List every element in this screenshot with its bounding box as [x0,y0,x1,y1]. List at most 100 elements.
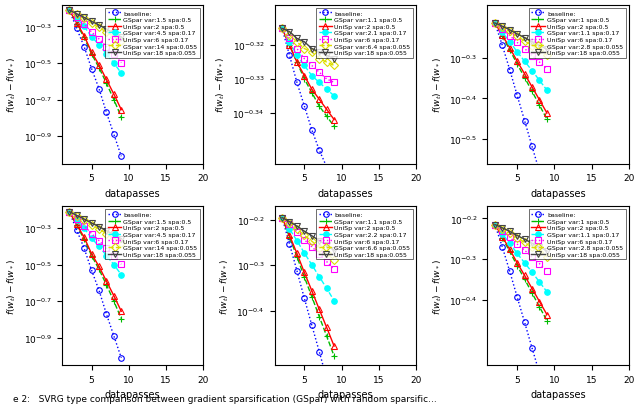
Line: UniSp var:18 spa:0.055: UniSp var:18 spa:0.055 [67,8,124,40]
GSpar var:2.2 spa:0.17 [330,298,338,303]
GSpar var:1.1 spa:0.5 [278,27,286,32]
UniSp var:18 spa:0.055 [95,225,103,230]
GSpar var:2.1 spa:0.17 [323,87,330,92]
UniSp var:2 spa:0.5 [73,222,81,227]
UniSp var:18 spa:0.055 [102,28,110,32]
UniSp var:18 spa:0.055 [536,44,543,49]
X-axis label: datapasses: datapasses [317,390,373,399]
GSpar var:1 spa:0.5 [491,222,499,227]
Line: GSpar var:2.8 spa:0.055: GSpar var:2.8 spa:0.055 [492,222,550,260]
Line: GSpar var:1.5 spa:0.5: GSpar var:1.5 spa:0.5 [67,209,124,322]
Line: GSpar var:4.5 spa:0.17: GSpar var:4.5 spa:0.17 [67,209,124,278]
GSpar var:1.1 spa:0.17 [506,241,513,246]
UniSp var:2 spa:0.5 [293,252,301,256]
Legend: baseline:, GSpar var:1.1 spa:0.5, UniSp var:2 spa:0.5, GSpar var:2.2 spa:0.17, U: baseline:, GSpar var:1.1 spa:0.5, UniSp … [316,210,413,260]
UniSp var:18 spa:0.055 [285,30,293,35]
GSpar var:1.1 spa:0.5 [323,115,330,119]
UniSp var:6 spa:0.17 [73,15,81,20]
X-axis label: datapasses: datapasses [531,390,586,399]
UniSp var:6 spa:0.17 [293,230,301,234]
GSpar var:4.5 spa:0.17 [65,9,73,13]
Line: UniSp var:6 spa:0.17: UniSp var:6 spa:0.17 [279,26,337,86]
GSpar var:2.8 spa:0.055 [506,30,513,35]
baseline: [65,9,73,13]
GSpar var:1 spa:0.5 [528,90,536,95]
Line: baseline:: baseline: [279,26,337,187]
UniSp var:18 spa:0.055 [88,221,95,226]
UniSp var:2 spa:0.5 [65,9,73,13]
UniSp var:18 spa:0.055 [293,224,301,229]
baseline: [491,21,499,26]
UniSp var:18 spa:0.055 [513,32,521,37]
UniSp var:6 spa:0.17 [65,9,73,13]
GSpar var:1.1 spa:0.17 [499,232,506,237]
UniSp var:6 spa:0.17 [73,217,81,222]
baseline: [308,128,316,133]
Y-axis label: $f(w_t)-f(w_*)$: $f(w_t)-f(w_*)$ [218,258,231,314]
GSpar var:2.8 spa:0.055 [543,53,551,58]
X-axis label: datapasses: datapasses [104,390,160,399]
GSpar var:6.6 spa:0.055 [285,221,293,226]
GSpar var:1.5 spa:0.5 [88,52,95,57]
GSpar var:1.1 spa:0.17 [491,21,499,26]
GSpar var:14 spa:0.055 [118,40,125,45]
GSpar var:14 spa:0.055 [102,30,110,35]
baseline: [506,68,513,73]
Line: baseline:: baseline: [67,8,124,160]
UniSp var:18 spa:0.055 [499,25,506,30]
UniSp var:18 spa:0.055 [323,243,330,248]
UniSp var:2 spa:0.5 [316,307,323,312]
Line: UniSp var:2 spa:0.5: UniSp var:2 spa:0.5 [67,209,124,314]
UniSp var:18 spa:0.055 [316,239,323,243]
baseline: [293,81,301,85]
GSpar var:1.1 spa:0.17 [536,280,543,285]
Line: baseline:: baseline: [492,222,550,403]
baseline: [95,288,103,293]
GSpar var:1.1 spa:0.5 [278,215,286,220]
UniSp var:6 spa:0.17 [513,242,521,247]
baseline: [499,245,506,250]
GSpar var:2.1 spa:0.17 [293,54,301,59]
Line: GSpar var:2.1 spa:0.17: GSpar var:2.1 spa:0.17 [279,26,337,100]
UniSp var:18 spa:0.055 [491,222,499,227]
UniSp var:6 spa:0.17 [316,70,323,75]
Line: GSpar var:2.2 spa:0.17: GSpar var:2.2 spa:0.17 [279,215,337,304]
baseline: [293,269,301,273]
baseline: [536,371,543,376]
GSpar var:2.1 spa:0.17 [301,64,308,69]
Y-axis label: $f(w_t)-f(w_*)$: $f(w_t)-f(w_*)$ [214,57,227,113]
GSpar var:4.5 spa:0.17 [102,52,110,57]
GSpar var:1.5 spa:0.5 [110,98,118,103]
UniSp var:6 spa:0.17 [95,239,103,243]
GSpar var:4.5 spa:0.17 [95,244,103,249]
UniSp var:6 spa:0.17 [95,37,103,42]
baseline: [308,323,316,328]
UniSp var:18 spa:0.055 [528,40,536,45]
UniSp var:2 spa:0.5 [95,63,103,68]
UniSp var:2 spa:0.5 [521,273,529,278]
X-axis label: datapasses: datapasses [317,188,373,198]
baseline: [102,111,110,115]
baseline: [80,45,88,50]
UniSp var:18 spa:0.055 [323,54,330,59]
UniSp var:18 spa:0.055 [528,241,536,246]
UniSp var:18 spa:0.055 [95,23,103,28]
Line: GSpar var:14 spa:0.055: GSpar var:14 spa:0.055 [67,8,124,45]
UniSp var:6 spa:0.17 [330,81,338,85]
Legend: baseline:, GSpar var:1 spa:0.5, UniSp var:2 spa:0.5, GSpar var:1.1 spa:0.17, Uni: baseline:, GSpar var:1 spa:0.5, UniSp va… [529,210,626,260]
Line: GSpar var:1.1 spa:0.5: GSpar var:1.1 spa:0.5 [279,26,337,130]
GSpar var:1 spa:0.5 [513,62,521,67]
GSpar var:6.6 spa:0.055 [330,258,338,262]
GSpar var:2.1 spa:0.17 [316,81,323,85]
baseline: [528,145,536,149]
GSpar var:1.5 spa:0.5 [118,115,125,120]
baseline: [543,196,551,201]
GSpar var:2.2 spa:0.17 [308,263,316,268]
baseline: [521,320,529,325]
GSpar var:4.5 spa:0.17 [88,35,95,40]
Line: UniSp var:18 spa:0.055: UniSp var:18 spa:0.055 [492,21,550,53]
GSpar var:1.5 spa:0.5 [88,254,95,258]
GSpar var:2.8 spa:0.055 [543,255,551,260]
UniSp var:2 spa:0.5 [65,210,73,215]
UniSp var:6 spa:0.17 [528,255,536,260]
